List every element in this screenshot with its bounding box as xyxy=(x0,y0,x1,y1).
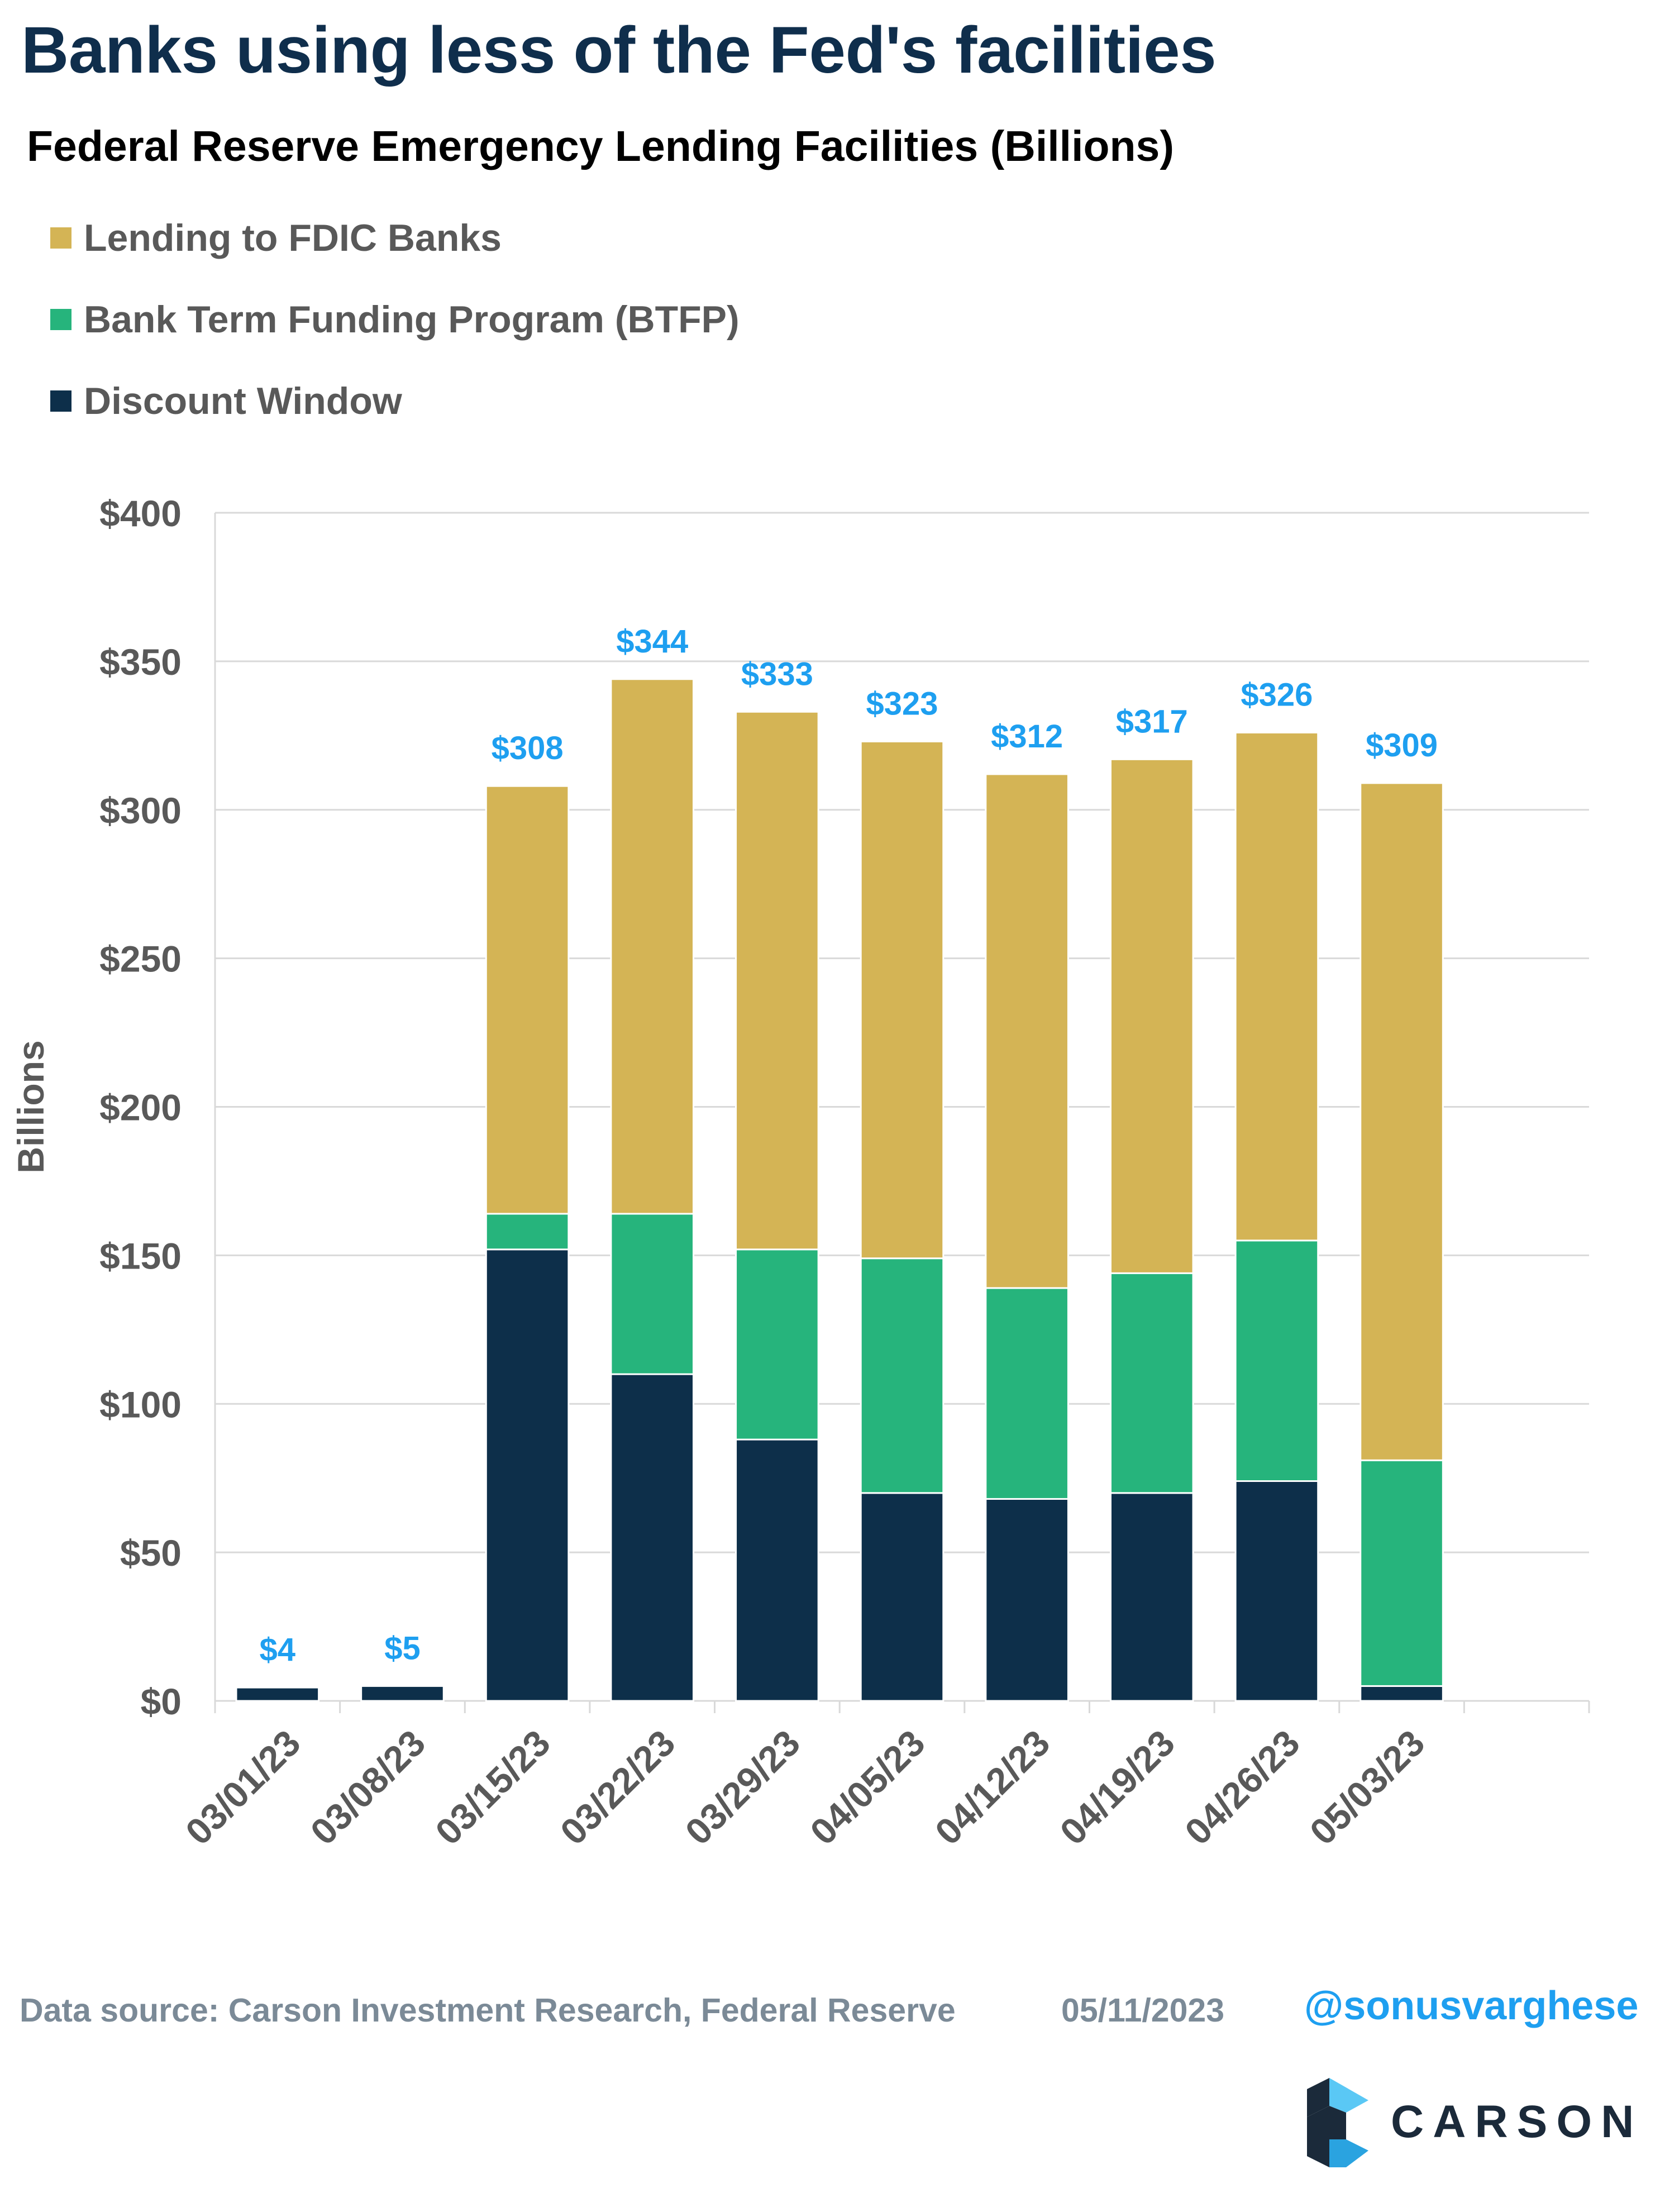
legend-label-btfp: Bank Term Funding Program (BTFP) xyxy=(84,298,740,341)
carson-logo-icon xyxy=(1307,2078,1368,2167)
legend-item-discount-window: Discount Window xyxy=(50,380,740,422)
chart-title: Banks using less of the Fed's facilities xyxy=(21,13,1217,87)
data-source: Data source: Carson Investment Research,… xyxy=(20,1992,956,2029)
bar-total-label: $309 xyxy=(1366,727,1438,764)
bar-segment xyxy=(735,1438,819,1702)
y-tick-label: $50 xyxy=(120,1532,182,1574)
bar-segment xyxy=(735,1248,819,1441)
bar-total-label: $4 xyxy=(260,1632,296,1668)
bar-segment xyxy=(860,1257,945,1494)
y-tick-label: $400 xyxy=(99,493,182,534)
author-handle[interactable]: @sonusvarghese xyxy=(1304,1984,1639,2028)
bar-segment xyxy=(485,785,570,1215)
bar-segment xyxy=(1234,1480,1319,1702)
x-tick-label: 04/19/23 xyxy=(1052,1722,1182,1853)
y-axis-title: Billions xyxy=(10,1040,51,1173)
bar-segment xyxy=(610,678,695,1215)
y-tick-label: $150 xyxy=(99,1235,182,1276)
y-tick-label: $100 xyxy=(99,1384,182,1425)
legend-label-discount-window: Discount Window xyxy=(84,380,402,422)
x-tick-label: 03/15/23 xyxy=(427,1722,558,1853)
bar-segment xyxy=(1234,1240,1319,1482)
y-tick-label: $0 xyxy=(141,1681,182,1722)
x-tick-label: 05/03/23 xyxy=(1301,1722,1432,1853)
bar-total-label: $308 xyxy=(492,730,564,766)
x-tick-label: 03/01/23 xyxy=(178,1722,308,1853)
bar-segment xyxy=(610,1213,695,1375)
bar-segment xyxy=(985,1287,1069,1500)
bar-segment xyxy=(1360,1685,1444,1702)
publish-date: 05/11/2023 xyxy=(1061,1992,1225,2029)
bar-segment xyxy=(860,1492,945,1702)
chart-subtitle: Federal Reserve Emergency Lending Facili… xyxy=(27,122,1174,170)
y-tick-label: $350 xyxy=(99,641,182,683)
x-tick-label: 04/05/23 xyxy=(802,1722,933,1853)
x-tick-label: 03/29/23 xyxy=(677,1722,808,1853)
bar-segment xyxy=(610,1373,695,1702)
legend-swatch-fdic xyxy=(50,227,71,249)
bar-total-label: $317 xyxy=(1116,703,1188,740)
legend-swatch-btfp xyxy=(50,309,71,330)
bar-segment xyxy=(485,1213,570,1251)
bar-segment xyxy=(1234,731,1319,1242)
legend-swatch-discount-window xyxy=(50,390,71,412)
x-tick-label: 04/26/23 xyxy=(1177,1722,1308,1853)
bar-segment xyxy=(485,1248,570,1702)
bar-total-label: $333 xyxy=(741,656,813,692)
bar-segment xyxy=(860,740,945,1260)
bar-segment xyxy=(1360,782,1444,1461)
x-tick-label: 03/08/23 xyxy=(302,1722,433,1853)
bar-total-label: $5 xyxy=(384,1630,421,1666)
bar-total-label: $344 xyxy=(616,623,688,660)
bar-segment xyxy=(735,711,819,1251)
stacked-bar-chart: $0 $50 $100 $150 $200 $250 $300 $350 $400 Billion… xyxy=(10,493,1590,1853)
legend-item-fdic: Lending to FDIC Banks xyxy=(50,217,740,259)
bar-total-label: $312 xyxy=(991,718,1063,755)
bar-total-label: $323 xyxy=(866,685,938,722)
legend-item-btfp: Bank Term Funding Program (BTFP) xyxy=(50,298,740,341)
bar-segment xyxy=(985,773,1069,1289)
bar-total-label: $326 xyxy=(1241,676,1313,713)
x-tick-label: 04/12/23 xyxy=(927,1722,1058,1853)
legend: Lending to FDIC Banks Bank Term Funding … xyxy=(50,217,740,463)
bar-segment xyxy=(985,1498,1069,1702)
x-tick-label: 03/22/23 xyxy=(552,1722,683,1853)
bar-segment xyxy=(235,1686,320,1702)
bar-segment xyxy=(360,1685,445,1702)
bar-segment xyxy=(1360,1459,1444,1687)
y-tick-label: $250 xyxy=(99,938,182,980)
bar-segment xyxy=(1109,1272,1194,1494)
y-tick-label: $200 xyxy=(99,1087,182,1128)
bar-segment xyxy=(1109,758,1194,1274)
bar-segment xyxy=(1109,1492,1194,1702)
carson-logo-text: CARSON xyxy=(1391,2096,1643,2147)
y-tick-label: $300 xyxy=(99,790,182,831)
legend-label-fdic: Lending to FDIC Banks xyxy=(84,217,502,259)
